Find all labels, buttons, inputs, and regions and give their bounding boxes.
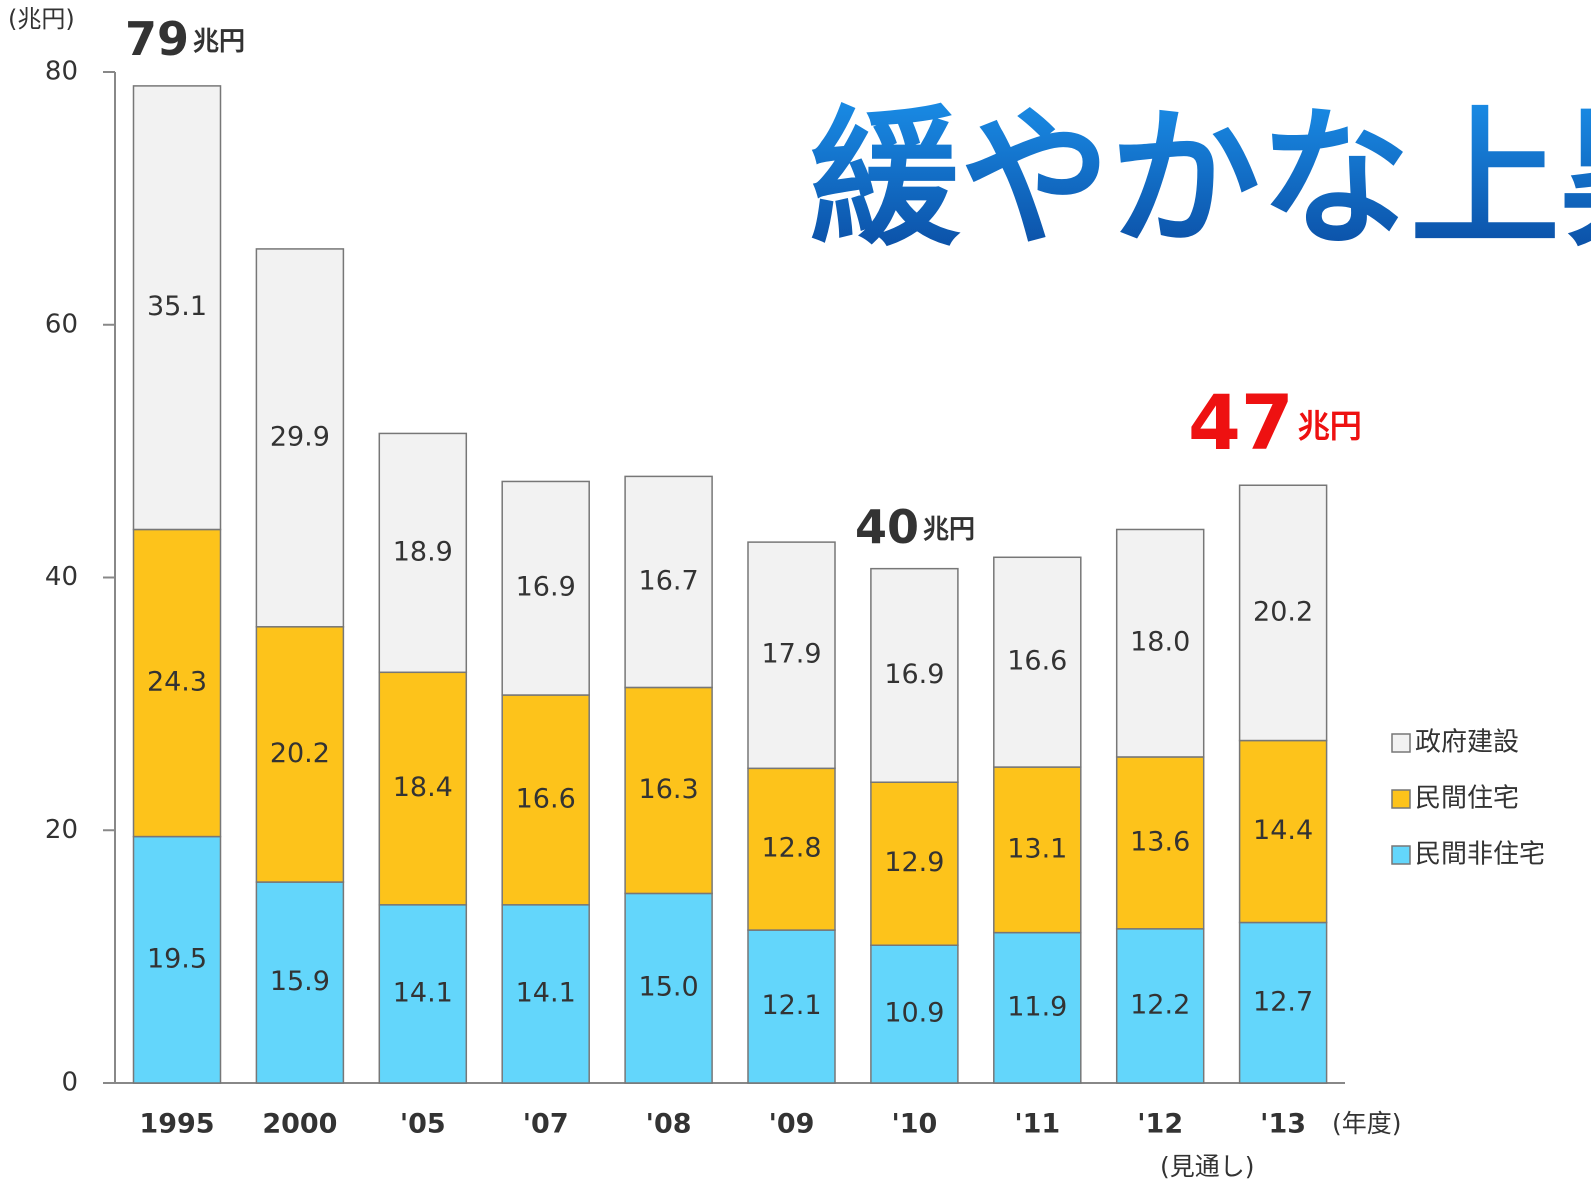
bar-segment bbox=[378, 432, 468, 674]
x-axis-unit: (年度) bbox=[1332, 1109, 1402, 1138]
data-label: 13.1 bbox=[1007, 833, 1067, 864]
bar-segment bbox=[747, 541, 836, 770]
data-label: 14.1 bbox=[516, 977, 576, 1008]
bar-segment bbox=[747, 929, 836, 1084]
data-label: 17.9 bbox=[761, 639, 821, 670]
legend-swatch bbox=[1391, 789, 1411, 809]
bar-segment bbox=[993, 931, 1082, 1084]
data-label: 18.9 bbox=[393, 536, 453, 567]
x-tick-label: '13 bbox=[1260, 1109, 1306, 1140]
data-label: 12.8 bbox=[761, 833, 821, 864]
bar-segment bbox=[132, 85, 222, 531]
annotation-unit: 兆円 bbox=[193, 27, 245, 57]
y-tick-label: 0 bbox=[61, 1068, 78, 1098]
data-label: 12.9 bbox=[884, 847, 944, 878]
annotation-unit: 兆円 bbox=[1298, 407, 1362, 445]
annotation-number: 40 bbox=[855, 500, 919, 554]
bar-segment bbox=[1238, 921, 1328, 1084]
bar-segment bbox=[624, 892, 713, 1084]
x-tick-label: '07 bbox=[523, 1109, 569, 1140]
data-label: 16.9 bbox=[516, 572, 576, 603]
annotation-number: 79 bbox=[125, 12, 189, 66]
data-label: 13.6 bbox=[1130, 826, 1190, 857]
bar-segment bbox=[747, 767, 836, 931]
y-tick-label: 80 bbox=[45, 57, 78, 87]
bar-segment bbox=[378, 904, 468, 1084]
bar-segment bbox=[870, 567, 959, 783]
note: (見通し) bbox=[1160, 1152, 1255, 1181]
bar-segment bbox=[132, 528, 222, 838]
data-label: 20.2 bbox=[270, 738, 330, 769]
bar-segment bbox=[993, 766, 1082, 934]
data-label: 18.0 bbox=[1130, 627, 1190, 658]
bar-segment bbox=[378, 671, 468, 906]
y-tick-label: 60 bbox=[45, 309, 78, 339]
data-label: 16.7 bbox=[639, 565, 699, 596]
chart-title: 緩やかな上昇 bbox=[810, 93, 1591, 267]
data-label: 14.1 bbox=[393, 977, 453, 1008]
y-tick-label: 40 bbox=[45, 562, 78, 592]
x-tick-label: 1995 bbox=[139, 1109, 214, 1140]
legend-swatch bbox=[1391, 733, 1411, 753]
data-label: 16.9 bbox=[884, 659, 944, 690]
data-label: 18.4 bbox=[393, 772, 453, 803]
bar-segment bbox=[870, 944, 959, 1084]
data-label: 16.3 bbox=[639, 774, 699, 805]
legend-swatch bbox=[1391, 845, 1411, 865]
x-tick-label: '12 bbox=[1137, 1109, 1183, 1140]
x-tick-label: '11 bbox=[1014, 1109, 1060, 1140]
bar-segment bbox=[501, 480, 590, 696]
data-label: 15.0 bbox=[639, 972, 699, 1003]
legend-label: 民間非住宅 bbox=[1415, 840, 1545, 870]
bar-segment bbox=[255, 248, 345, 628]
data-label: 15.9 bbox=[270, 966, 330, 997]
data-label: 20.2 bbox=[1253, 596, 1313, 627]
x-tick-label: 2000 bbox=[262, 1109, 337, 1140]
bar-segment bbox=[624, 686, 713, 895]
data-label: 16.6 bbox=[516, 783, 576, 814]
bar-segment bbox=[1115, 928, 1205, 1084]
data-label: 11.9 bbox=[1007, 991, 1067, 1022]
bar-segment bbox=[255, 626, 345, 883]
bar-segment bbox=[624, 475, 713, 689]
x-tick-label: '09 bbox=[769, 1109, 815, 1140]
bar-segment bbox=[1238, 739, 1328, 924]
data-label: 10.9 bbox=[884, 998, 944, 1029]
y-tick-label: 20 bbox=[45, 815, 78, 845]
x-tick-label: '05 bbox=[400, 1109, 446, 1140]
bar-segment bbox=[501, 694, 590, 906]
bar-segment bbox=[255, 881, 345, 1084]
data-label: 35.1 bbox=[147, 291, 207, 322]
bar-segment bbox=[501, 904, 590, 1084]
data-label: 12.2 bbox=[1130, 989, 1190, 1020]
y-axis-unit: (兆円) bbox=[8, 5, 75, 33]
data-label: 14.4 bbox=[1253, 815, 1313, 846]
data-label: 19.5 bbox=[147, 943, 207, 974]
annotation: 47 兆円 bbox=[1188, 378, 1362, 467]
bar-segment bbox=[1115, 528, 1205, 758]
x-tick-label: '10 bbox=[891, 1109, 937, 1140]
annotation-number: 47 bbox=[1188, 378, 1294, 467]
legend-label: 政府建設 bbox=[1415, 728, 1519, 758]
bar-segment bbox=[1238, 484, 1328, 742]
data-label: 24.3 bbox=[147, 667, 207, 698]
data-label: 29.9 bbox=[270, 421, 330, 452]
bar-segment bbox=[993, 556, 1082, 768]
data-label: 12.1 bbox=[761, 990, 821, 1021]
annotation: 40 兆円 bbox=[855, 500, 975, 554]
legend-label: 民間住宅 bbox=[1415, 784, 1519, 814]
bar-segment bbox=[132, 835, 222, 1084]
annotation: 79 兆円 bbox=[125, 12, 245, 66]
bar-segment bbox=[870, 781, 959, 947]
data-label: 12.7 bbox=[1253, 986, 1313, 1017]
data-label: 16.6 bbox=[1007, 646, 1067, 677]
annotation-unit: 兆円 bbox=[923, 515, 975, 545]
x-tick-label: '08 bbox=[646, 1109, 692, 1140]
